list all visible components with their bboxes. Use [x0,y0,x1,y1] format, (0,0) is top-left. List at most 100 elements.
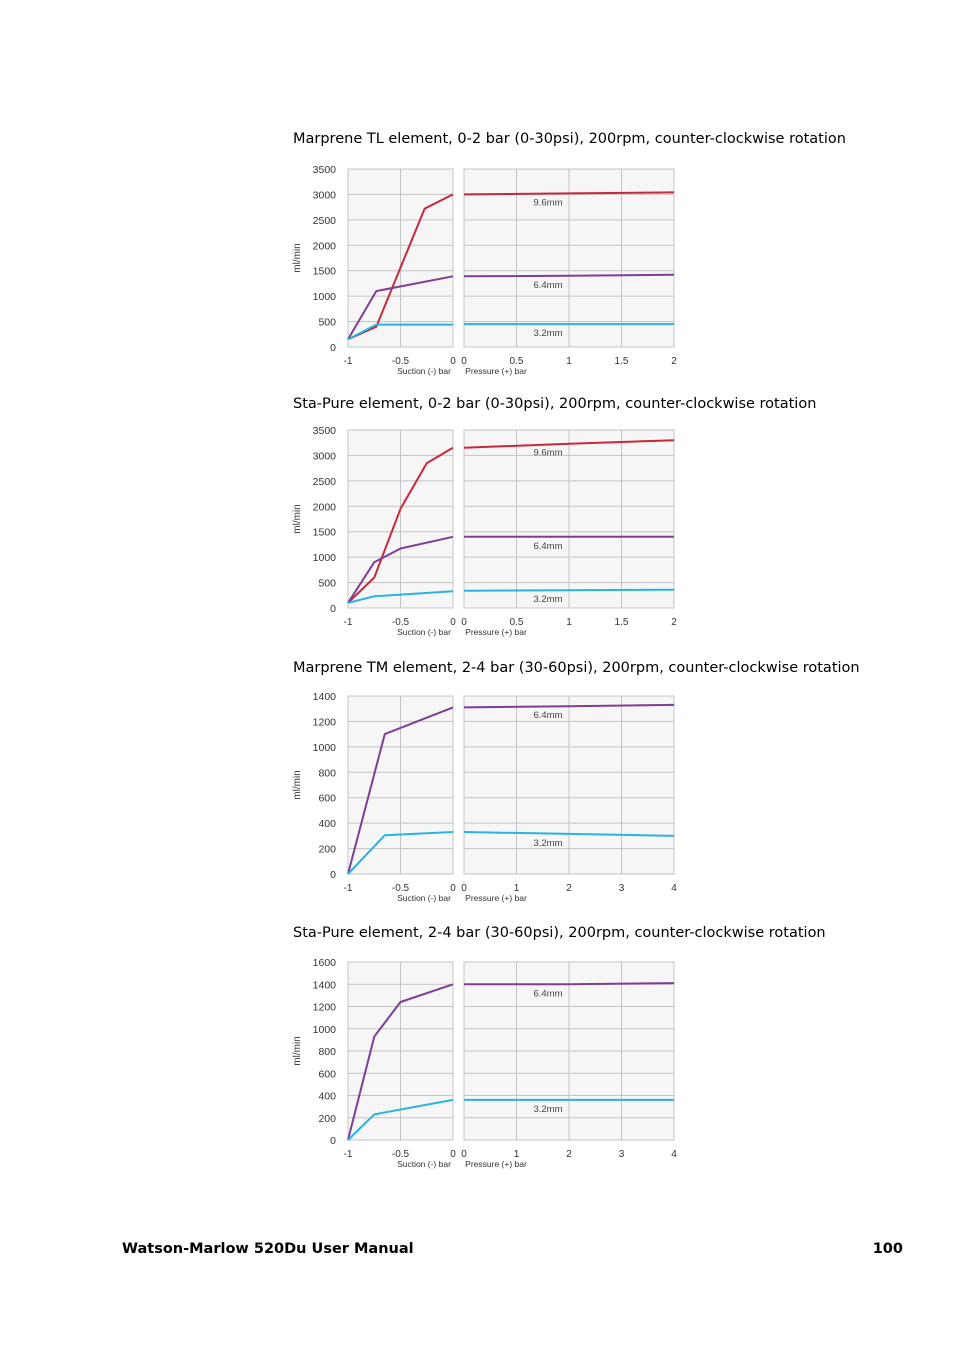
series-label: 6.4mm [533,988,562,999]
left-x-tick-label: 0 [450,356,456,367]
series-line-right-6.4mm [463,273,675,278]
y-tick-label: 1200 [313,716,337,728]
y-axis-title: ml/min [292,1036,303,1065]
y-tick-label: 2500 [313,215,337,227]
series-label: 6.4mm [533,710,562,721]
right-x-tick-label: 0.5 [510,356,524,367]
y-tick-label: 500 [318,317,336,329]
y-tick-label: 1400 [313,691,337,703]
series-label: 9.6mm [533,197,562,208]
chart-2: 0 500 1000 1500 2000 2500 3000 3500 -1 -0.5 0 0 0.5 1… [286,418,686,640]
left-x-tick-label: -0.5 [392,617,410,628]
right-x-tick-label: 2 [566,883,572,894]
chart-3: 0 200 400 600 800 1000 1200 1400 -1 -0.5 0 0 1 2 3 4 Suc… [286,684,686,906]
y-tick-label: 2000 [313,501,337,513]
y-tick-label: 600 [318,793,336,805]
series-line-left-3.2mm [347,831,454,875]
y-tick-label: 3500 [313,164,337,176]
chart-4: 0 200 400 600 800 1000 1200 1400 1600 -1 -0.5 0 0 1 2 3… [286,950,686,1172]
right-x-tick-label: 3 [619,883,625,894]
y-tick-label: 1600 [313,957,337,969]
y-tick-label: 0 [330,869,336,881]
right-x-tick-label: 0.5 [510,617,524,628]
series-line-right-9.6mm [463,439,675,449]
chart-1-caption: Marprene TL element, 0-2 bar (0-30psi), … [293,131,846,147]
left-x-tick-label: -1 [344,617,353,628]
right-x-axis-title: Pressure (+) bar [465,1159,527,1169]
y-tick-label: 3500 [313,425,337,437]
left-x-axis-title: Suction (-) bar [397,627,451,637]
left-x-tick-label: 0 [450,617,456,628]
right-x-tick-label: 1 [514,1149,520,1160]
left-x-axis-title: Suction (-) bar [397,893,451,903]
series-line-right-6.4mm [464,982,675,986]
series-label: 6.4mm [533,280,562,291]
series-label: 3.2mm [533,328,562,339]
chart-1: 0 500 1000 1500 2000 2500 3000 3500 -1 -0.5 0 0 0.5 1… [286,157,686,379]
series-line-left-6.4mm [347,706,454,875]
y-tick-label: 0 [330,342,336,354]
y-axis-title: ml/min [292,770,303,799]
right-x-tick-label: 1.5 [615,617,629,628]
series-line-left-3.2mm [347,323,453,341]
right-x-tick-label: 1 [514,883,520,894]
right-x-tick-label: 3 [619,1149,625,1160]
series-line-left-6.4mm [347,983,454,1141]
left-x-tick-label: -0.5 [392,883,410,894]
left-x-axis-title: Suction (-) bar [397,366,451,376]
series-line-right-3.2mm [463,831,675,837]
y-axis-title: ml/min [292,243,303,272]
y-tick-label: 1500 [313,266,337,278]
y-tick-label: 1000 [313,1024,337,1036]
chart-2-caption: Sta-Pure element, 0-2 bar (0-30psi), 200… [293,396,817,412]
y-tick-label: 600 [318,1068,336,1080]
y-tick-label: 1000 [313,552,337,564]
series-label: 3.2mm [533,1104,562,1115]
y-tick-label: 800 [318,767,336,779]
footer-manual-title: Watson-Marlow 520Du User Manual [122,1241,414,1257]
y-tick-label: 2000 [313,240,337,252]
left-x-tick-label: -0.5 [392,356,410,367]
series-label: 9.6mm [533,448,562,459]
y-tick-label: 0 [330,603,336,615]
series-line-right-9.6mm [463,191,675,196]
y-tick-label: 2500 [313,476,337,488]
series-label: 3.2mm [533,594,562,605]
series-line-left-3.2mm [347,590,454,604]
right-x-axis-title: Pressure (+) bar [465,893,527,903]
left-x-tick-label: -1 [344,356,353,367]
right-x-tick-label: 0 [461,617,467,628]
series-line-right-6.4mm [463,703,675,709]
y-tick-label: 1200 [313,1002,337,1014]
right-x-tick-label: 4 [671,883,677,894]
left-x-axis-title: Suction (-) bar [397,1159,451,1169]
right-x-tick-label: 1 [566,617,572,628]
left-x-tick-label: -1 [344,883,353,894]
y-axis-title: ml/min [292,504,303,533]
left-x-tick-label: -0.5 [392,1149,410,1160]
left-x-tick-label: 0 [450,883,456,894]
series-line-left-6.4mm [347,535,454,604]
y-tick-label: 500 [318,578,336,590]
right-x-tick-label: 2 [566,1149,572,1160]
series-line-left-6.4mm [347,275,454,340]
right-x-tick-label: 2 [671,356,677,367]
chart-3-caption: Marprene TM element, 2-4 bar (30-60psi),… [293,660,860,676]
right-x-tick-label: 0 [461,1149,467,1160]
series-line-right-3.2mm [463,588,675,592]
left-x-tick-label: -1 [344,1149,353,1160]
right-x-axis-title: Pressure (+) bar [465,366,527,376]
y-tick-label: 400 [318,1091,336,1103]
y-tick-label: 0 [330,1135,336,1147]
y-tick-label: 1400 [313,979,337,991]
right-x-tick-label: 0 [461,356,467,367]
y-tick-label: 400 [318,818,336,830]
right-x-tick-label: 2 [671,617,677,628]
y-tick-label: 800 [318,1046,336,1058]
y-tick-label: 3000 [313,450,337,462]
y-tick-label: 1500 [313,527,337,539]
left-x-tick-label: 0 [450,1149,456,1160]
